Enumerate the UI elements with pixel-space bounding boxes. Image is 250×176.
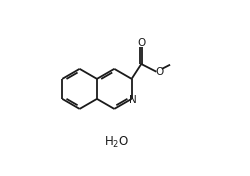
Text: N: N — [129, 95, 137, 105]
Text: H$_2$O: H$_2$O — [104, 134, 129, 150]
Text: O: O — [137, 38, 145, 48]
Text: O: O — [156, 67, 164, 77]
